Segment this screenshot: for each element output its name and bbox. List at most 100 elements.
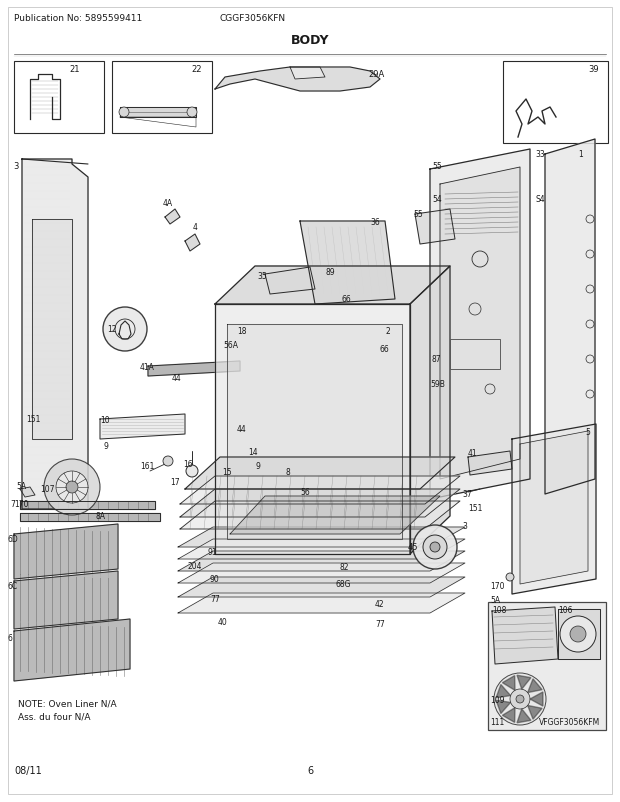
Text: Ass. du four N/A: Ass. du four N/A (18, 712, 91, 721)
Text: 5A: 5A (490, 595, 500, 604)
Text: 9: 9 (103, 441, 108, 451)
Text: 33: 33 (535, 150, 545, 159)
Text: 6: 6 (307, 765, 313, 775)
Text: 170: 170 (490, 581, 505, 590)
Text: 77: 77 (375, 619, 385, 628)
Polygon shape (496, 685, 511, 698)
Polygon shape (14, 571, 118, 630)
Text: 5: 5 (585, 427, 590, 436)
Bar (488, 602, 606, 730)
Circle shape (186, 465, 198, 477)
Bar (450, 339, 500, 370)
Text: 12: 12 (107, 325, 117, 334)
Bar (503, 62, 608, 144)
Polygon shape (180, 476, 460, 504)
Text: NOTE: Oven Liner N/A: NOTE: Oven Liner N/A (18, 699, 117, 708)
Polygon shape (520, 431, 588, 585)
Text: 7: 7 (10, 500, 15, 508)
Text: 170: 170 (14, 500, 29, 508)
Text: 106: 106 (558, 606, 572, 614)
Polygon shape (215, 68, 380, 92)
Circle shape (570, 626, 586, 642)
Text: 40: 40 (218, 618, 228, 626)
Polygon shape (415, 210, 455, 245)
Text: 89: 89 (325, 268, 335, 277)
Circle shape (423, 535, 447, 559)
Text: BODY: BODY (291, 34, 329, 47)
Polygon shape (22, 160, 88, 509)
Text: 68G: 68G (335, 579, 350, 588)
Text: 29A: 29A (368, 70, 384, 79)
Polygon shape (502, 676, 515, 691)
Polygon shape (178, 593, 465, 614)
Text: 36: 36 (370, 217, 379, 227)
Text: 42: 42 (375, 599, 384, 608)
Text: 4: 4 (193, 223, 197, 232)
Text: 15: 15 (222, 468, 232, 476)
Polygon shape (178, 539, 465, 559)
Polygon shape (20, 488, 35, 497)
Text: 4A: 4A (163, 199, 173, 208)
Polygon shape (230, 496, 440, 534)
Text: 82: 82 (340, 562, 350, 571)
Polygon shape (502, 708, 515, 723)
Polygon shape (558, 610, 600, 659)
Text: 44: 44 (172, 374, 182, 383)
Bar (14, 62, 104, 134)
Text: 6D: 6D (8, 534, 19, 543)
Text: 8: 8 (285, 468, 290, 476)
Text: 151: 151 (26, 415, 40, 423)
Circle shape (560, 616, 596, 652)
Circle shape (56, 472, 88, 504)
Text: 77: 77 (210, 594, 219, 603)
Text: 37: 37 (462, 489, 472, 498)
Circle shape (187, 107, 197, 118)
Polygon shape (20, 501, 155, 509)
Polygon shape (185, 235, 200, 252)
Polygon shape (530, 692, 543, 707)
Text: 161: 161 (140, 461, 154, 471)
Text: 111: 111 (490, 717, 504, 726)
Polygon shape (32, 220, 72, 439)
Text: 55: 55 (413, 210, 423, 219)
Text: 66: 66 (342, 294, 352, 304)
Text: 3: 3 (462, 521, 467, 530)
Circle shape (66, 481, 78, 493)
Circle shape (413, 525, 457, 569)
Polygon shape (528, 706, 542, 719)
Text: 1: 1 (578, 150, 583, 159)
Polygon shape (492, 607, 558, 664)
Text: 54: 54 (432, 195, 441, 204)
Circle shape (103, 308, 147, 351)
Polygon shape (215, 267, 450, 305)
Polygon shape (512, 424, 596, 594)
Text: 6: 6 (8, 634, 13, 642)
Text: 35: 35 (257, 272, 267, 281)
Text: 3: 3 (13, 162, 19, 171)
Circle shape (516, 695, 524, 703)
Polygon shape (180, 489, 460, 517)
Text: 16: 16 (183, 460, 193, 468)
Text: 14: 14 (248, 448, 258, 456)
Polygon shape (215, 305, 410, 554)
Text: 9: 9 (256, 461, 261, 471)
Polygon shape (100, 415, 185, 439)
Text: 6C: 6C (8, 581, 18, 590)
Text: 90: 90 (210, 574, 219, 583)
Polygon shape (227, 325, 402, 539)
Text: 151: 151 (468, 504, 482, 512)
Text: Publication No: 5895599411: Publication No: 5895599411 (14, 14, 142, 23)
Text: 41A: 41A (140, 363, 155, 371)
Polygon shape (178, 563, 465, 583)
Text: 87: 87 (432, 354, 441, 363)
Text: S4: S4 (535, 195, 544, 204)
Polygon shape (165, 210, 180, 225)
Text: 41: 41 (468, 448, 477, 457)
Text: 107: 107 (40, 484, 55, 493)
Polygon shape (496, 700, 511, 714)
Text: 21: 21 (69, 65, 80, 74)
Polygon shape (120, 107, 196, 118)
Text: 2: 2 (385, 326, 390, 335)
Circle shape (163, 456, 173, 467)
Text: 39: 39 (588, 65, 599, 74)
